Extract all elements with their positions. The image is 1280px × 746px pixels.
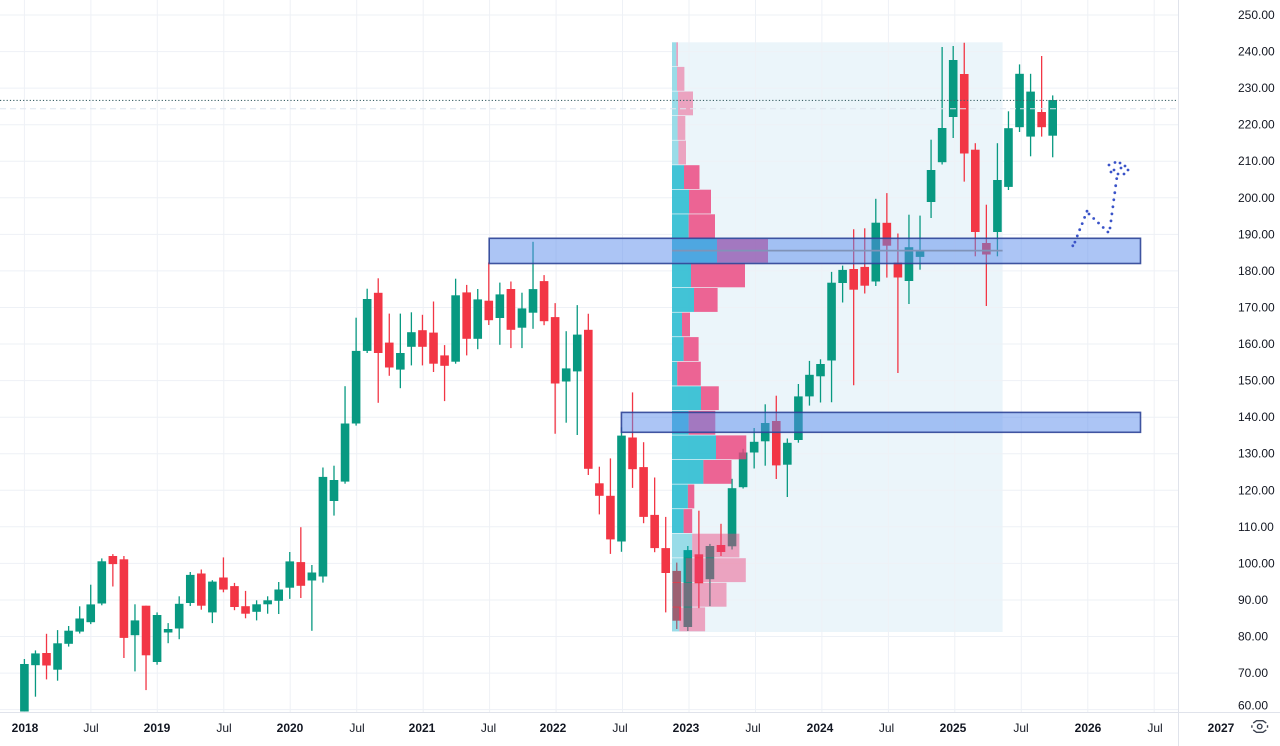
svg-text:90.00: 90.00 xyxy=(1238,593,1268,607)
svg-text:190.00: 190.00 xyxy=(1238,227,1275,241)
svg-text:Jul: Jul xyxy=(481,721,496,735)
svg-text:2027: 2027 xyxy=(1208,721,1235,735)
svg-text:Jul: Jul xyxy=(1013,721,1028,735)
svg-text:80.00: 80.00 xyxy=(1238,630,1268,644)
svg-text:Jul: Jul xyxy=(83,721,98,735)
svg-text:110.00: 110.00 xyxy=(1238,520,1274,534)
svg-text:2020: 2020 xyxy=(277,721,304,735)
svg-text:2018: 2018 xyxy=(12,721,39,735)
svg-text:120.00: 120.00 xyxy=(1238,483,1275,497)
svg-text:2021: 2021 xyxy=(409,721,436,735)
svg-text:200.00: 200.00 xyxy=(1238,191,1275,205)
svg-text:2025: 2025 xyxy=(940,721,967,735)
svg-text:250.00: 250.00 xyxy=(1238,8,1275,22)
svg-text:170.00: 170.00 xyxy=(1238,301,1275,315)
svg-text:220.00: 220.00 xyxy=(1238,118,1275,132)
svg-text:Jul: Jul xyxy=(1147,721,1162,735)
svg-text:240.00: 240.00 xyxy=(1238,45,1275,59)
svg-text:Jul: Jul xyxy=(612,721,627,735)
svg-text:210.00: 210.00 xyxy=(1238,154,1275,168)
svg-text:100.00: 100.00 xyxy=(1238,556,1275,570)
svg-text:2019: 2019 xyxy=(144,721,171,735)
svg-text:140.00: 140.00 xyxy=(1238,410,1275,424)
svg-text:2023: 2023 xyxy=(673,721,700,735)
svg-text:60.00: 60.00 xyxy=(1238,699,1268,713)
svg-text:230.00: 230.00 xyxy=(1238,81,1275,95)
svg-text:160.00: 160.00 xyxy=(1238,337,1275,351)
svg-text:2026: 2026 xyxy=(1075,721,1102,735)
svg-text:Jul: Jul xyxy=(879,721,894,735)
svg-text:2022: 2022 xyxy=(540,721,567,735)
svg-text:70.00: 70.00 xyxy=(1238,666,1268,680)
svg-text:2024: 2024 xyxy=(807,721,834,735)
svg-text:Jul: Jul xyxy=(349,721,364,735)
svg-text:180.00: 180.00 xyxy=(1238,264,1275,278)
svg-text:130.00: 130.00 xyxy=(1238,447,1275,461)
svg-text:150.00: 150.00 xyxy=(1238,374,1275,388)
svg-text:Jul: Jul xyxy=(216,721,231,735)
svg-text:Jul: Jul xyxy=(745,721,760,735)
